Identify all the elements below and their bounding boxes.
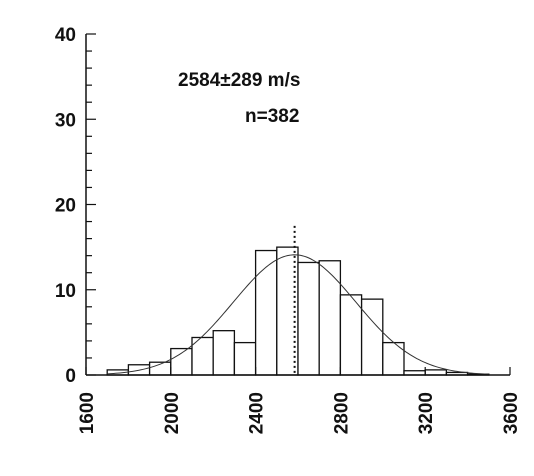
y-tick-label-0: 0 (65, 366, 76, 387)
x-axis-ticks: 1600 2000 2400 2800 3200 3600 (77, 367, 522, 434)
histogram-bars (106, 246, 490, 376)
y-tick-label-20: 20 (55, 196, 76, 217)
histogram-bar-2900-3000 (360, 298, 384, 376)
histogram-bar-2400-2500 (254, 249, 278, 376)
histogram-bar-2700-2800 (318, 260, 342, 376)
histogram-bar-3200-3300 (424, 369, 448, 376)
histogram-bar-2800-2900 (339, 294, 363, 376)
histogram-bar-2200-2300 (212, 330, 236, 376)
y-axis-ticks: 0 10 20 30 40 (55, 25, 96, 387)
mean-sd-annotation: 2584±289 m/s (178, 70, 300, 91)
histogram-bar-2000-2100 (170, 347, 193, 376)
x-tick-label-3600: 3600 (501, 392, 522, 434)
histogram-bar-2600-2700 (297, 261, 320, 376)
x-tick-label-2400: 2400 (247, 392, 268, 434)
x-tick-label-2800: 2800 (331, 392, 352, 434)
x-tick-label-1600: 1600 (77, 392, 98, 434)
histogram-bar-2300-2400 (233, 341, 257, 376)
x-tick-label-2000: 2000 (162, 392, 183, 434)
y-tick-label-10: 10 (55, 281, 76, 302)
x-tick-label-3200: 3200 (416, 392, 437, 434)
y-tick-label-30: 30 (55, 110, 76, 131)
histogram-bar-3000-3100 (382, 341, 405, 376)
sample-size-annotation: n=382 (245, 106, 299, 127)
normal-fit-curve (107, 254, 489, 375)
y-tick-label-40: 40 (55, 25, 76, 46)
